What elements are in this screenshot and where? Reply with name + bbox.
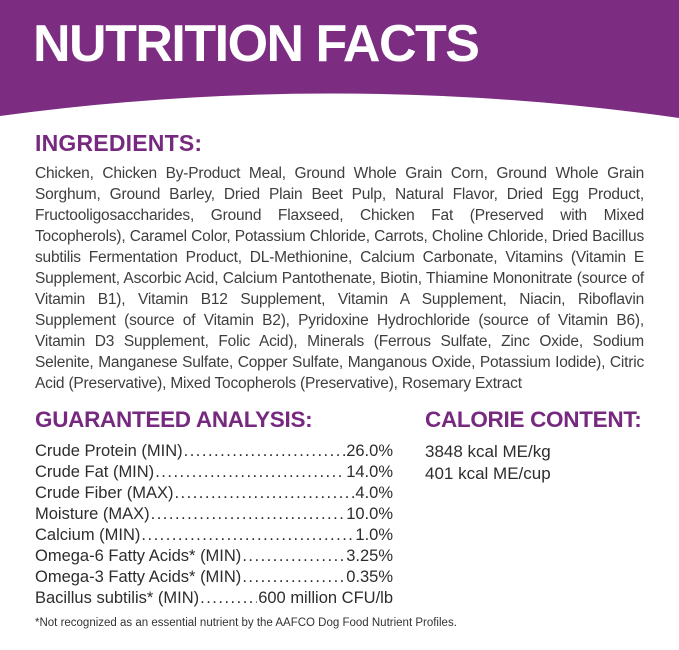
- guaranteed-analysis-section: GUARANTEED ANALYSIS: Crude Protein (MIN)…: [35, 408, 393, 609]
- dot-leader: [174, 483, 354, 504]
- analysis-label: Crude Fat (MIN): [35, 462, 155, 481]
- calorie-kcal-per-kg: 3848 kcal ME/kg: [425, 441, 551, 461]
- ingredients-text: Chicken, Chicken By-Product Meal, Ground…: [35, 165, 644, 393]
- analysis-row-crude-fat: Crude Fat (MIN) 14.0%: [35, 462, 393, 483]
- dot-leader: [141, 525, 354, 546]
- analysis-value: 1.0%: [355, 525, 393, 544]
- ingredients-heading: INGREDIENTS:: [35, 130, 203, 156]
- banner-curve-background: [0, 0, 679, 118]
- calorie-kcal-per-cup: 401 kcal ME/cup: [425, 463, 551, 483]
- analysis-calorie-columns: GUARANTEED ANALYSIS: Crude Protein (MIN)…: [35, 408, 644, 609]
- analysis-value: 14.0%: [346, 462, 393, 481]
- banner-curve-shape: [0, 0, 679, 118]
- calorie-content-heading: CALORIE CONTENT:: [425, 407, 642, 433]
- guaranteed-analysis-table: Crude Protein (MIN) 26.0% Crude Fat (MIN)…: [35, 441, 393, 609]
- analysis-label: Bacillus subtilis* (MIN): [35, 588, 200, 607]
- dot-leader: [242, 546, 345, 567]
- analysis-row-omega6: Omega-6 Fatty Acids* (MIN) 3.25%: [35, 546, 393, 567]
- analysis-value: 3.25%: [346, 546, 393, 565]
- analysis-value: 26.0%: [346, 441, 393, 460]
- calorie-content-section: CALORIE CONTENT: 3848 kcal ME/kg 401 kca…: [425, 408, 644, 485]
- analysis-label: Omega-3 Fatty Acids* (MIN): [35, 567, 242, 586]
- label-content: INGREDIENTS: Chicken, Chicken By-Product…: [0, 131, 679, 630]
- analysis-value: 0.35%: [346, 567, 393, 586]
- analysis-label: Crude Protein (MIN): [35, 441, 183, 460]
- analysis-row-omega3: Omega-3 Fatty Acids* (MIN) 0.35%: [35, 567, 393, 588]
- dot-leader: [200, 588, 257, 609]
- analysis-row-crude-fiber: Crude Fiber (MAX) 4.0%: [35, 483, 393, 504]
- analysis-label: Omega-6 Fatty Acids* (MIN): [35, 546, 242, 565]
- footnote: *Not recognized as an essential nutrient…: [35, 616, 457, 629]
- analysis-value: 4.0%: [355, 483, 393, 502]
- analysis-label: Crude Fiber (MAX): [35, 483, 174, 502]
- dot-leader: [151, 504, 346, 525]
- analysis-label: Moisture (MAX): [35, 504, 150, 523]
- analysis-label: Calcium (MIN): [35, 525, 141, 544]
- guaranteed-analysis-heading: GUARANTEED ANALYSIS:: [35, 407, 313, 433]
- analysis-value: 600 million CFU/lb: [258, 588, 393, 607]
- header-banner: NUTRITION FACTS: [0, 0, 679, 118]
- analysis-row-calcium: Calcium (MIN) 1.0%: [35, 525, 393, 546]
- ingredients-section: INGREDIENTS: Chicken, Chicken By-Product…: [35, 131, 644, 394]
- analysis-row-moisture: Moisture (MAX) 10.0%: [35, 504, 393, 525]
- page-title: NUTRITION FACTS: [33, 15, 480, 73]
- dot-leader: [242, 567, 345, 588]
- analysis-row-bacillus-subtilis: Bacillus subtilis* (MIN) 600 million CFU/…: [35, 588, 393, 609]
- dot-leader: [184, 441, 346, 462]
- analysis-value: 10.0%: [346, 504, 393, 523]
- dot-leader: [155, 462, 345, 483]
- analysis-row-crude-protein: Crude Protein (MIN) 26.0%: [35, 441, 393, 462]
